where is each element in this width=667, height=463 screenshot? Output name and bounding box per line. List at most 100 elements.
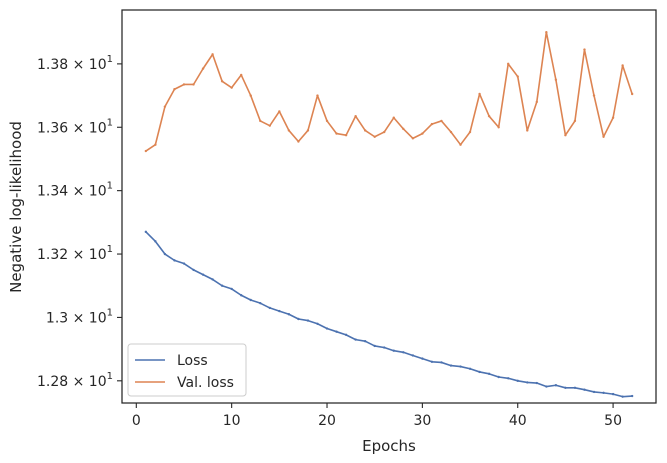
data-point-loss bbox=[440, 361, 443, 364]
data-point-val-loss bbox=[526, 129, 529, 132]
data-point-val-loss bbox=[220, 80, 224, 83]
data-point-loss bbox=[182, 262, 186, 265]
x-tick-label: 40 bbox=[509, 413, 527, 429]
data-point-loss bbox=[535, 381, 538, 385]
data-point-val-loss bbox=[240, 73, 243, 77]
data-point-val-loss bbox=[449, 130, 453, 134]
x-tick-label: 20 bbox=[318, 413, 336, 429]
data-point-val-loss bbox=[278, 110, 281, 113]
data-point-val-loss bbox=[144, 149, 148, 153]
data-point-loss bbox=[383, 346, 386, 349]
data-point-loss bbox=[449, 364, 453, 367]
data-point-val-loss bbox=[621, 64, 624, 67]
data-point-val-loss bbox=[583, 48, 586, 51]
data-point-loss bbox=[611, 392, 615, 396]
data-point-val-loss bbox=[392, 116, 395, 119]
series-points-val-loss bbox=[144, 30, 634, 153]
plot-frame bbox=[121, 9, 657, 404]
data-point-loss bbox=[630, 394, 634, 398]
y-tick-label: 1.38 × 101 bbox=[37, 54, 113, 73]
data-point-val-loss bbox=[173, 88, 176, 91]
data-point-val-loss bbox=[249, 94, 252, 97]
data-point-loss bbox=[163, 252, 167, 256]
data-point-loss bbox=[526, 381, 529, 384]
data-point-loss bbox=[421, 357, 424, 360]
data-point-loss bbox=[344, 333, 348, 337]
data-point-loss bbox=[554, 384, 558, 387]
y-tick-label: 1.36 × 101 bbox=[37, 117, 113, 136]
data-point-loss bbox=[430, 360, 434, 363]
data-point-loss bbox=[402, 351, 405, 354]
y-tick-label: 1.28 × 101 bbox=[37, 371, 113, 390]
series-points-loss bbox=[144, 230, 634, 398]
data-point-loss bbox=[354, 338, 357, 341]
data-point-loss bbox=[592, 390, 596, 394]
data-point-loss bbox=[240, 294, 243, 297]
data-point-loss bbox=[468, 367, 472, 370]
data-point-loss bbox=[220, 284, 224, 287]
data-point-val-loss bbox=[163, 105, 167, 108]
data-point-loss bbox=[154, 240, 157, 243]
data-point-val-loss bbox=[306, 129, 310, 132]
data-point-loss bbox=[192, 268, 195, 272]
data-point-val-loss bbox=[507, 62, 510, 66]
data-point-loss bbox=[278, 309, 281, 313]
data-point-loss bbox=[564, 386, 567, 389]
data-point-val-loss bbox=[611, 116, 615, 119]
data-point-val-loss bbox=[630, 92, 634, 96]
y-tick-label: 1.3 × 101 bbox=[46, 307, 113, 326]
data-point-val-loss bbox=[535, 100, 538, 104]
data-point-val-loss bbox=[459, 143, 462, 146]
data-point-val-loss bbox=[440, 119, 443, 123]
data-point-loss bbox=[602, 391, 605, 395]
data-point-val-loss bbox=[316, 94, 319, 97]
series-layer bbox=[144, 30, 634, 398]
data-point-loss bbox=[249, 298, 252, 302]
data-point-val-loss bbox=[363, 129, 367, 132]
data-point-val-loss bbox=[421, 132, 424, 135]
data-point-loss bbox=[373, 344, 376, 348]
data-point-val-loss bbox=[430, 122, 434, 126]
data-point-loss bbox=[363, 340, 367, 343]
data-point-val-loss bbox=[487, 114, 491, 118]
data-point-val-loss bbox=[287, 129, 291, 132]
data-point-val-loss bbox=[478, 92, 481, 96]
data-point-loss bbox=[173, 259, 176, 262]
data-point-val-loss bbox=[602, 135, 605, 138]
data-point-val-loss bbox=[268, 124, 271, 127]
data-point-loss bbox=[478, 370, 481, 374]
y-tick-label: 1.34 × 101 bbox=[37, 181, 113, 200]
data-point-loss bbox=[459, 365, 462, 368]
data-point-loss bbox=[621, 395, 624, 398]
x-tick-label: 0 bbox=[132, 413, 141, 429]
data-point-val-loss bbox=[373, 135, 376, 138]
data-point-val-loss bbox=[497, 126, 500, 129]
data-point-val-loss bbox=[573, 119, 577, 123]
series-line-val-loss bbox=[145, 31, 633, 152]
x-tick-label: 10 bbox=[223, 413, 241, 429]
y-tick-label: 1.32 × 101 bbox=[37, 244, 113, 263]
data-point-val-loss bbox=[402, 127, 405, 131]
legend-box bbox=[127, 343, 247, 397]
data-point-loss bbox=[306, 319, 310, 322]
data-point-loss bbox=[497, 375, 500, 379]
data-point-loss bbox=[287, 313, 291, 316]
x-tick-label: 30 bbox=[413, 413, 431, 429]
y-axis-label: Negative log-likelihood bbox=[7, 121, 25, 293]
data-point-loss bbox=[316, 322, 319, 325]
x-axis-label: Epochs bbox=[362, 437, 416, 455]
data-point-val-loss bbox=[182, 83, 186, 86]
data-point-loss bbox=[507, 377, 510, 380]
data-point-val-loss bbox=[201, 67, 205, 70]
data-point-loss bbox=[411, 354, 415, 357]
data-point-loss bbox=[325, 327, 329, 330]
legend-label-loss: Loss bbox=[177, 353, 208, 369]
data-point-val-loss bbox=[335, 132, 338, 135]
data-point-val-loss bbox=[325, 119, 329, 123]
data-point-loss bbox=[259, 301, 262, 305]
data-point-val-loss bbox=[230, 86, 233, 89]
data-point-val-loss bbox=[516, 75, 519, 78]
data-point-loss bbox=[297, 317, 300, 321]
data-point-loss bbox=[392, 349, 395, 352]
